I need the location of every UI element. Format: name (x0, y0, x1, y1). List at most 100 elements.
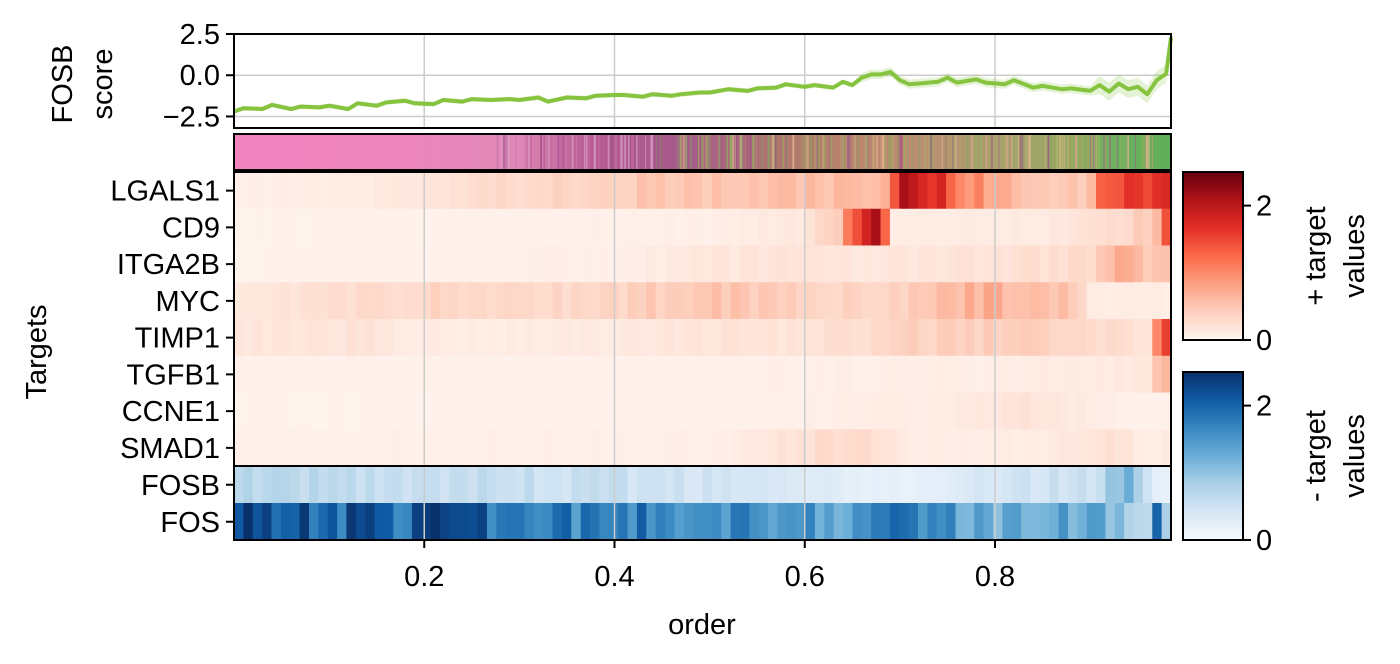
color-strip-streak (857, 135, 859, 169)
heatmap-cell (552, 355, 563, 393)
color-strip-streak (946, 135, 948, 169)
color-strip-streak (904, 135, 906, 169)
heatmap-cell (1152, 319, 1163, 357)
heatmap-cell (796, 429, 807, 467)
heatmap-cell (393, 429, 404, 467)
color-strip-streak (829, 135, 831, 169)
heatmap-cell (477, 319, 488, 357)
heatmap-cell (665, 172, 675, 210)
heatmap-cell (655, 319, 666, 357)
heatmap-cell (665, 245, 675, 283)
color-strip-streak (1009, 135, 1012, 169)
heatmap-cell (739, 245, 750, 283)
heatmap-cell (749, 245, 760, 283)
heatmap-cell (524, 245, 535, 283)
heatmap-cell (1142, 466, 1153, 504)
colorbar-tick-label: 0 (1256, 525, 1272, 557)
heatmap-cell (374, 466, 385, 504)
heatmap-cell (655, 392, 666, 430)
colorbar-negative-ticks: 20 (1243, 391, 1272, 557)
heatmap-cell (412, 282, 422, 320)
color-strip-streak (945, 135, 946, 169)
heatmap-cell (908, 245, 919, 283)
heatmap-cell (1011, 429, 1022, 467)
heatmap-cell (1077, 503, 1088, 541)
heatmap-cell (777, 245, 788, 283)
heatmap-cell (383, 503, 394, 541)
heatmap-cell (243, 392, 254, 430)
heatmap-cell (1133, 503, 1144, 541)
heatmap-cell (918, 208, 928, 246)
color-strip-streak (645, 135, 647, 169)
heatmap-cell (449, 172, 460, 210)
heatmap-cell (590, 319, 601, 357)
heatmap-cell (412, 355, 422, 393)
color-strip-streak (774, 135, 777, 169)
heatmap-cell (702, 429, 713, 467)
heatmap-cell (711, 172, 722, 210)
heatmap-cell (627, 172, 638, 210)
heatmap-cell (861, 245, 872, 283)
heatmap-cell (552, 319, 563, 357)
heatmap-cell (561, 245, 572, 283)
heatmap-cell (1142, 392, 1153, 430)
color-strip-streak (771, 135, 775, 169)
heatmap-cell (674, 429, 685, 467)
heatmap-cell (1096, 429, 1107, 467)
heatmap-cell (889, 429, 900, 467)
color-strip-streak (967, 135, 969, 169)
heatmap-cell (1124, 172, 1135, 210)
heatmap-grid (423, 172, 996, 540)
heatmap-cell (299, 466, 310, 504)
heatmap-cell (1133, 208, 1144, 246)
heatmap-cell (636, 172, 647, 210)
heatmap-cell (1124, 503, 1135, 541)
score-ylabel-line1: FOSB (47, 45, 79, 124)
heatmap-cell (918, 319, 928, 357)
heatmap-cell (271, 429, 282, 467)
heatmap-cell (749, 208, 760, 246)
heatmap-cell (974, 282, 985, 320)
color-strip-streak (597, 135, 600, 169)
heatmap-cell (861, 355, 872, 393)
heatmap-cell (946, 392, 957, 430)
heatmap-cell (1058, 282, 1069, 320)
heatmap-cell (280, 429, 291, 467)
heatmap-cell (355, 503, 366, 541)
heatmap-cell (1067, 503, 1078, 541)
heatmap-cell (889, 392, 900, 430)
heatmap-cell (796, 319, 807, 357)
heatmap-cell (1021, 503, 1032, 541)
color-strip-streak (1103, 135, 1106, 169)
heatmap-cell (739, 319, 750, 357)
heatmap-cell (1114, 429, 1125, 467)
color-strip-streak (903, 135, 906, 169)
heatmap-cell (543, 208, 554, 246)
heatmap-cell (299, 319, 310, 357)
heatmap-cell (299, 503, 310, 541)
heatmap-cell (805, 245, 816, 283)
heatmap-cell (234, 245, 244, 283)
heatmap-cell (449, 282, 460, 320)
heatmap-cell (889, 282, 900, 320)
heatmap-cell (936, 208, 947, 246)
heatmap-cell (899, 282, 910, 320)
heatmap-cell (515, 319, 526, 357)
heatmap-cell (543, 172, 554, 210)
color-strip-streak (971, 135, 973, 169)
heatmap-cell (908, 392, 919, 430)
heatmap-cell (683, 466, 694, 504)
heatmap-cell (749, 282, 760, 320)
color-strip-streak (634, 135, 637, 169)
color-strip-streak (754, 135, 757, 169)
heatmap-cell (655, 245, 666, 283)
heatmap-cell (458, 282, 469, 320)
heatmap-cell (1039, 355, 1050, 393)
heatmap-cell (721, 392, 732, 430)
heatmap-cell (992, 208, 1003, 246)
heatmap-cell (365, 466, 376, 504)
heatmap-cell (590, 466, 601, 504)
heatmap-cell (412, 245, 422, 283)
heatmap-cell (1030, 245, 1041, 283)
heatmap-cell (599, 355, 610, 393)
